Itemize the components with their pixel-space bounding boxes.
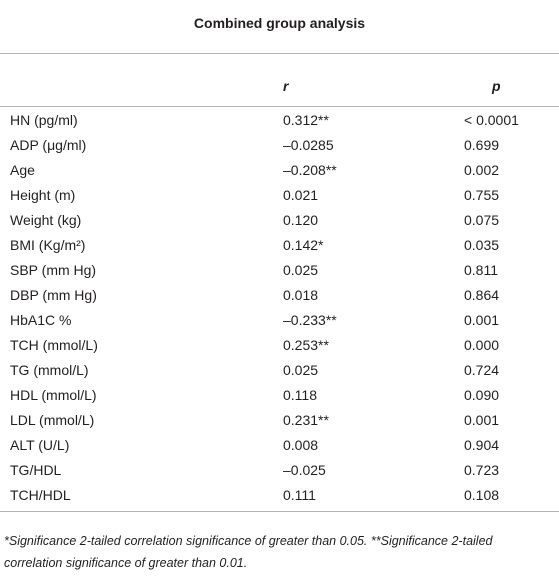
p-value: 0.001 xyxy=(464,412,500,428)
p-value: 0.699 xyxy=(464,137,500,153)
column-header: p xyxy=(492,78,501,94)
row-label: LDL (mmol/L) xyxy=(10,412,95,428)
p-value: 0.723 xyxy=(464,462,500,478)
p-value: 0.864 xyxy=(464,287,500,303)
footnote: *Significance 2-tailed correlation signi… xyxy=(4,534,493,570)
p-value: 0.755 xyxy=(464,187,500,203)
table-title: Combined group analysis xyxy=(193,15,366,31)
row-label: DBP (mm Hg) xyxy=(10,287,97,303)
row-label: Age xyxy=(10,162,35,178)
row-label: ALT (U/L) xyxy=(10,437,70,453)
p-value: 0.811 xyxy=(464,262,498,278)
r-value: –0.208** xyxy=(283,162,337,178)
rule xyxy=(0,53,559,54)
r-value: 0.025 xyxy=(283,362,319,378)
p-value: 0.090 xyxy=(464,387,500,403)
column-header: r xyxy=(283,78,289,94)
r-value: 0.025 xyxy=(283,262,319,278)
r-value: 0.018 xyxy=(283,287,319,303)
row-label: Weight (kg) xyxy=(10,212,82,228)
row-label: TG/HDL xyxy=(10,462,62,478)
row-label: TCH (mmol/L) xyxy=(10,337,98,353)
p-value: 0.904 xyxy=(464,437,500,453)
row-label: SBP (mm Hg) xyxy=(10,262,97,278)
p-value: 0.001 xyxy=(464,312,500,328)
rule xyxy=(0,511,559,512)
r-value: 0.118 xyxy=(283,387,317,403)
row-label: HbA1C % xyxy=(10,312,72,328)
row-label: ADP (μg/ml) xyxy=(10,137,87,153)
p-value: 0.108 xyxy=(464,487,500,503)
row-label: HDL (mmol/L) xyxy=(10,387,97,403)
row-label: Height (m) xyxy=(10,187,76,203)
r-value: 0.120 xyxy=(283,212,319,228)
r-value: 0.111 xyxy=(283,487,316,503)
r-value: –0.025 xyxy=(283,462,326,478)
p-value: 0.002 xyxy=(464,162,500,178)
r-value: 0.142* xyxy=(283,237,324,253)
p-value: 0.000 xyxy=(464,337,500,353)
r-value: 0.253** xyxy=(283,337,329,353)
p-value: < 0.0001 xyxy=(464,112,519,128)
r-value: –0.233** xyxy=(283,312,337,328)
p-value: 0.035 xyxy=(464,237,500,253)
row-label: BMI (Kg/m²) xyxy=(10,237,86,253)
r-value: –0.0285 xyxy=(283,137,334,153)
r-value: 0.231** xyxy=(283,412,329,428)
r-value: 0.021 xyxy=(283,187,319,203)
r-value: 0.008 xyxy=(283,437,319,453)
row-label: TG (mmol/L) xyxy=(10,362,89,378)
p-value: 0.724 xyxy=(464,362,500,378)
rule xyxy=(0,106,559,107)
row-label: HN (pg/ml) xyxy=(10,112,78,128)
p-value: 0.075 xyxy=(464,212,500,228)
r-value: 0.312** xyxy=(283,112,329,128)
row-label: TCH/HDL xyxy=(10,487,71,503)
